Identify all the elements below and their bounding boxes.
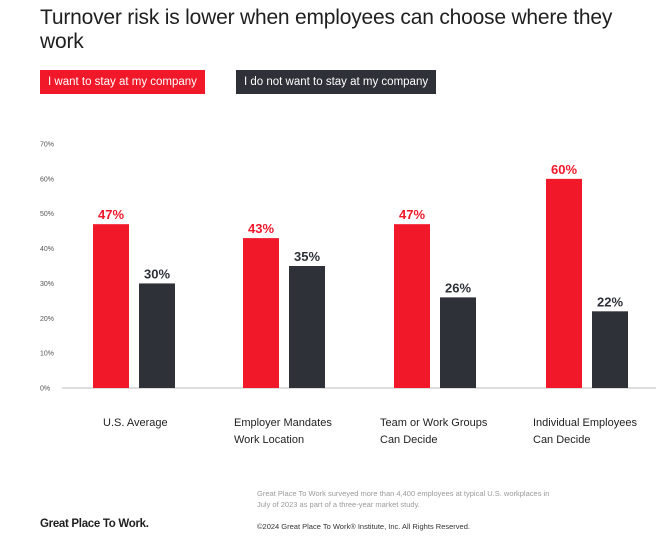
data-label-want-to-stay-0: 47% xyxy=(98,207,124,222)
y-tick-label: 30% xyxy=(40,281,54,288)
data-label-want-to-stay-3: 60% xyxy=(551,162,577,177)
data-label-want-to-stay-2: 47% xyxy=(399,207,425,222)
category-label-team-decides: Team or Work Groups Can Decide xyxy=(380,417,488,446)
category-label-employer-mandates: Employer Mandates Work Location xyxy=(234,417,332,446)
legend-item-want-to-stay: I want to stay at my company xyxy=(40,70,205,94)
data-label-want-to-stay-1: 43% xyxy=(248,221,274,236)
data-label-do-not-want-to-stay-1: 35% xyxy=(294,249,320,264)
bar-want-to-stay-0 xyxy=(93,224,129,388)
y-tick-label: 70% xyxy=(40,142,54,149)
legend-item-do-not-want-to-stay: I do not want to stay at my company xyxy=(236,70,437,94)
y-tick-label: 20% xyxy=(40,316,54,323)
bar-want-to-stay-1 xyxy=(243,238,279,388)
y-tick-label: 40% xyxy=(40,246,54,253)
chart-title: Turnover risk is lower when employees ca… xyxy=(40,6,613,53)
data-label-do-not-want-to-stay-0: 30% xyxy=(144,266,170,281)
data-label-do-not-want-to-stay-3: 22% xyxy=(597,294,623,309)
bar-want-to-stay-2 xyxy=(394,224,430,388)
category-label-us-average: U.S. Average xyxy=(103,417,168,429)
data-label-do-not-want-to-stay-2: 26% xyxy=(445,280,471,295)
copyright-notice: ©2024 Great Place To Work® Institute, In… xyxy=(257,522,470,531)
y-tick-label: 60% xyxy=(40,176,54,183)
y-tick-label: 10% xyxy=(40,351,54,358)
bar-do-not-want-to-stay-2 xyxy=(440,297,476,388)
y-tick-label: 50% xyxy=(40,211,54,218)
survey-footnote: Great Place To Work surveyed more than 4… xyxy=(257,489,550,509)
bar-do-not-want-to-stay-0 xyxy=(139,283,175,388)
bar-do-not-want-to-stay-1 xyxy=(289,266,325,388)
bar-want-to-stay-3 xyxy=(546,178,582,388)
category-label-individual-decides: Individual Employees Can Decide xyxy=(533,417,637,446)
y-tick-label: 0% xyxy=(40,386,50,393)
great-place-to-work-logo: Great Place To Work. xyxy=(40,518,149,530)
bar-do-not-want-to-stay-3 xyxy=(592,311,628,388)
